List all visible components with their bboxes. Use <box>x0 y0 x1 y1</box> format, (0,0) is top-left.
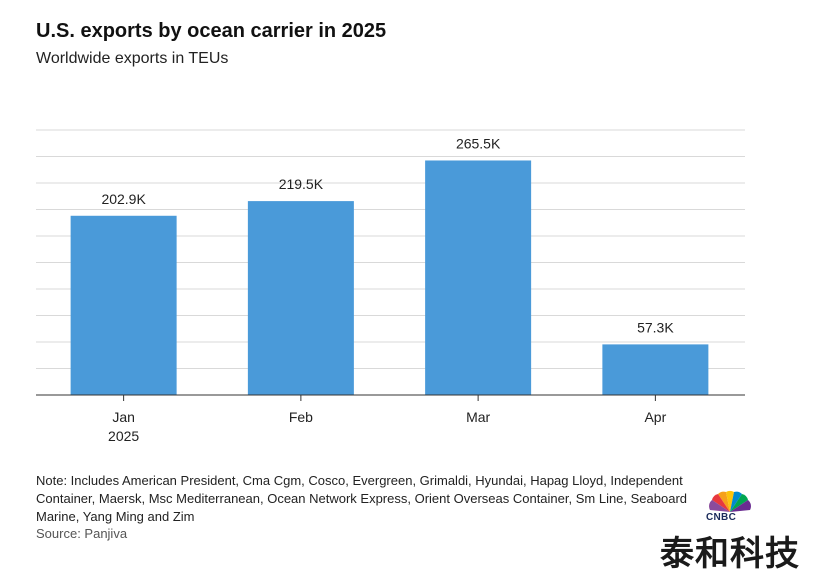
data-label: 202.9K <box>101 191 146 207</box>
bar <box>70 215 177 395</box>
x-tick-label: Apr <box>644 409 666 425</box>
data-label: 57.3K <box>637 319 674 335</box>
bar <box>602 344 709 395</box>
bar-chart: 202.9K 219.5K 265.5K 57.3K Jan 2025 Feb Mar Apr <box>36 129 745 444</box>
chart-subtitle: Worldwide exports in TEUs <box>36 50 229 67</box>
cnbc-peacock-icon <box>709 490 751 512</box>
data-label: 219.5K <box>279 176 324 192</box>
x-tick-label: Mar <box>466 409 490 425</box>
chart-source: Source: Panjiva <box>36 526 128 541</box>
bars <box>70 160 709 395</box>
x-tick-label: Feb <box>289 409 313 425</box>
x-tick-label: Jan 2025 <box>108 409 139 444</box>
chart-title: U.S. exports by ocean carrier in 2025 <box>36 20 387 42</box>
bar <box>247 201 354 395</box>
watermark: 泰和科技 <box>660 535 800 573</box>
x-tick-labels: Jan 2025 Feb Mar Apr <box>36 394 745 444</box>
data-label: 265.5K <box>456 135 501 151</box>
cnbc-logo-text: CNBC <box>706 512 737 523</box>
data-labels: 202.9K 219.5K 265.5K 57.3K <box>101 135 674 335</box>
chart-note: Note: Includes American President, Cma C… <box>36 473 688 524</box>
bar <box>425 160 532 395</box>
